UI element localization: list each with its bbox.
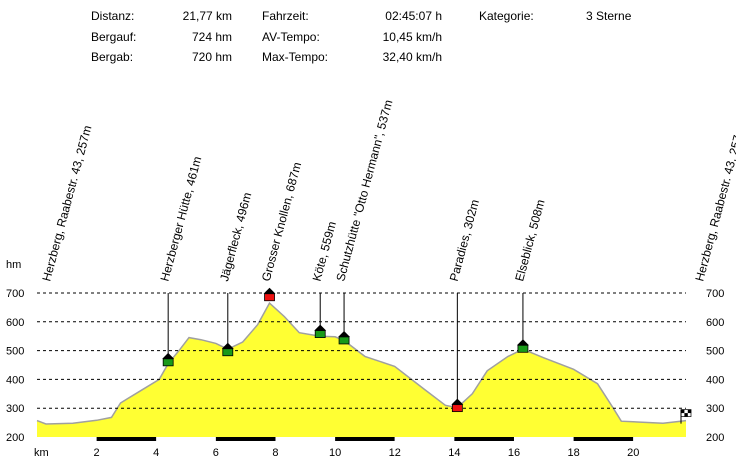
waypoint-label: Schutzhütte "Otto Hermann", 537m: [333, 98, 395, 283]
y-tick-left-400: 400: [6, 374, 24, 386]
elevation-line: [36, 301, 687, 425]
marker-roof: [314, 324, 327, 331]
fahrzeit-label: Fahrzeit:: [262, 9, 309, 23]
marker-body: [338, 336, 350, 345]
flag-check: [687, 409, 692, 414]
fahrzeit-value: 02:45:07 h: [385, 9, 442, 23]
bergab-label: Bergab:: [91, 50, 134, 64]
kategorie-label: Kategorie:: [479, 9, 534, 23]
km-bar-segment: [275, 437, 336, 441]
y-tick-right-700: 700: [706, 288, 724, 300]
bergab-value: 720 hm: [191, 50, 232, 64]
x-tick-4: 4: [153, 447, 159, 459]
waypoint-marker-3: [263, 287, 276, 302]
flag-check: [681, 409, 685, 414]
y-tick-left-500: 500: [6, 346, 24, 358]
bergauf-value: 724 hm: [191, 30, 232, 44]
waypoint-label: Herzberg, Raabestr. 43, 257m: [39, 124, 94, 283]
y-tick-right-400: 400: [706, 374, 724, 386]
x-tick-8: 8: [272, 447, 278, 459]
marker-roof: [451, 398, 464, 405]
maxtempo-value: 32,40 km/h: [382, 50, 442, 64]
km-bar-segment: [513, 437, 574, 441]
x-tick-2: 2: [94, 447, 100, 459]
x-axis-unit-label: km: [34, 447, 49, 459]
marker-body: [517, 344, 529, 353]
km-bar-segment: [394, 437, 455, 441]
km-bar-segment: [96, 437, 157, 441]
y-tick-left-700: 700: [6, 288, 24, 300]
km-bar-segment: [454, 437, 514, 441]
avtempo-label: AV-Tempo:: [262, 30, 320, 44]
y-tick-right-200: 200: [706, 432, 724, 444]
y-axis-unit-label: hm: [6, 259, 21, 271]
distanz-value: 21,77 km: [182, 9, 232, 23]
waypoint-marker-6: [451, 398, 464, 413]
y-tick-left-600: 600: [6, 317, 24, 329]
x-tick-12: 12: [389, 447, 401, 459]
waypoint-marker-1: [162, 352, 175, 367]
waypoint-label: Grosser Knollen, 687m: [259, 161, 304, 283]
marker-body: [222, 348, 234, 357]
km-bar-segment: [215, 437, 276, 441]
waypoint-label: Elseblick, 508m: [512, 198, 547, 283]
distanz-label: Distanz:: [91, 9, 135, 23]
y-tick-right-500: 500: [706, 346, 724, 358]
km-bar-segment: [573, 437, 634, 441]
waypoint-marker-7: [516, 339, 529, 353]
x-tick-18: 18: [567, 447, 579, 459]
y-tick-right-300: 300: [706, 403, 724, 415]
km-bar-segment: [37, 437, 97, 441]
km-bar-segment: [633, 437, 686, 441]
marker-roof: [338, 330, 351, 337]
flag-check: [684, 413, 688, 417]
tour-stats: Distanz: 21,77 km Bergauf: 724 hm Bergab…: [0, 0, 736, 70]
finish-flag-icon: [680, 409, 692, 424]
bergauf-label: Bergauf:: [91, 30, 137, 44]
marker-body: [451, 404, 463, 413]
x-tick-14: 14: [448, 447, 460, 459]
waypoint-marker-5: [338, 330, 351, 345]
km-bar-segment: [156, 437, 216, 441]
marker-roof: [516, 339, 529, 346]
x-tick-20: 20: [627, 447, 639, 459]
marker-body: [162, 358, 174, 367]
waypoint-marker-4: [314, 324, 327, 339]
maxtempo-label: Max-Tempo:: [262, 50, 329, 64]
avtempo-value: 10,45 km/h: [382, 30, 442, 44]
kategorie-value: 3 Sterne: [586, 9, 632, 23]
marker-roof: [263, 287, 276, 294]
marker-roof: [221, 342, 234, 349]
waypoint-marker-2: [221, 342, 234, 357]
y-tick-right-600: 600: [706, 317, 724, 329]
y-tick-left-300: 300: [6, 403, 24, 415]
km-bar-segment: [335, 437, 395, 441]
waypoint-label: Jägerfleck, 496m: [217, 191, 254, 283]
marker-body: [314, 330, 326, 339]
waypoint-label: Herzberg, Raabestr. 43, 257m: [692, 124, 736, 283]
x-tick-6: 6: [213, 447, 219, 459]
waypoint-label: Herzberger Hütte, 461m: [158, 155, 205, 283]
waypoint-label: Paradies, 302m: [447, 198, 482, 283]
marker-roof: [162, 352, 175, 359]
elevation-area: [37, 303, 686, 437]
x-tick-16: 16: [508, 447, 520, 459]
y-tick-left-200: 200: [6, 432, 24, 444]
x-tick-10: 10: [329, 447, 341, 459]
marker-body: [264, 293, 275, 302]
